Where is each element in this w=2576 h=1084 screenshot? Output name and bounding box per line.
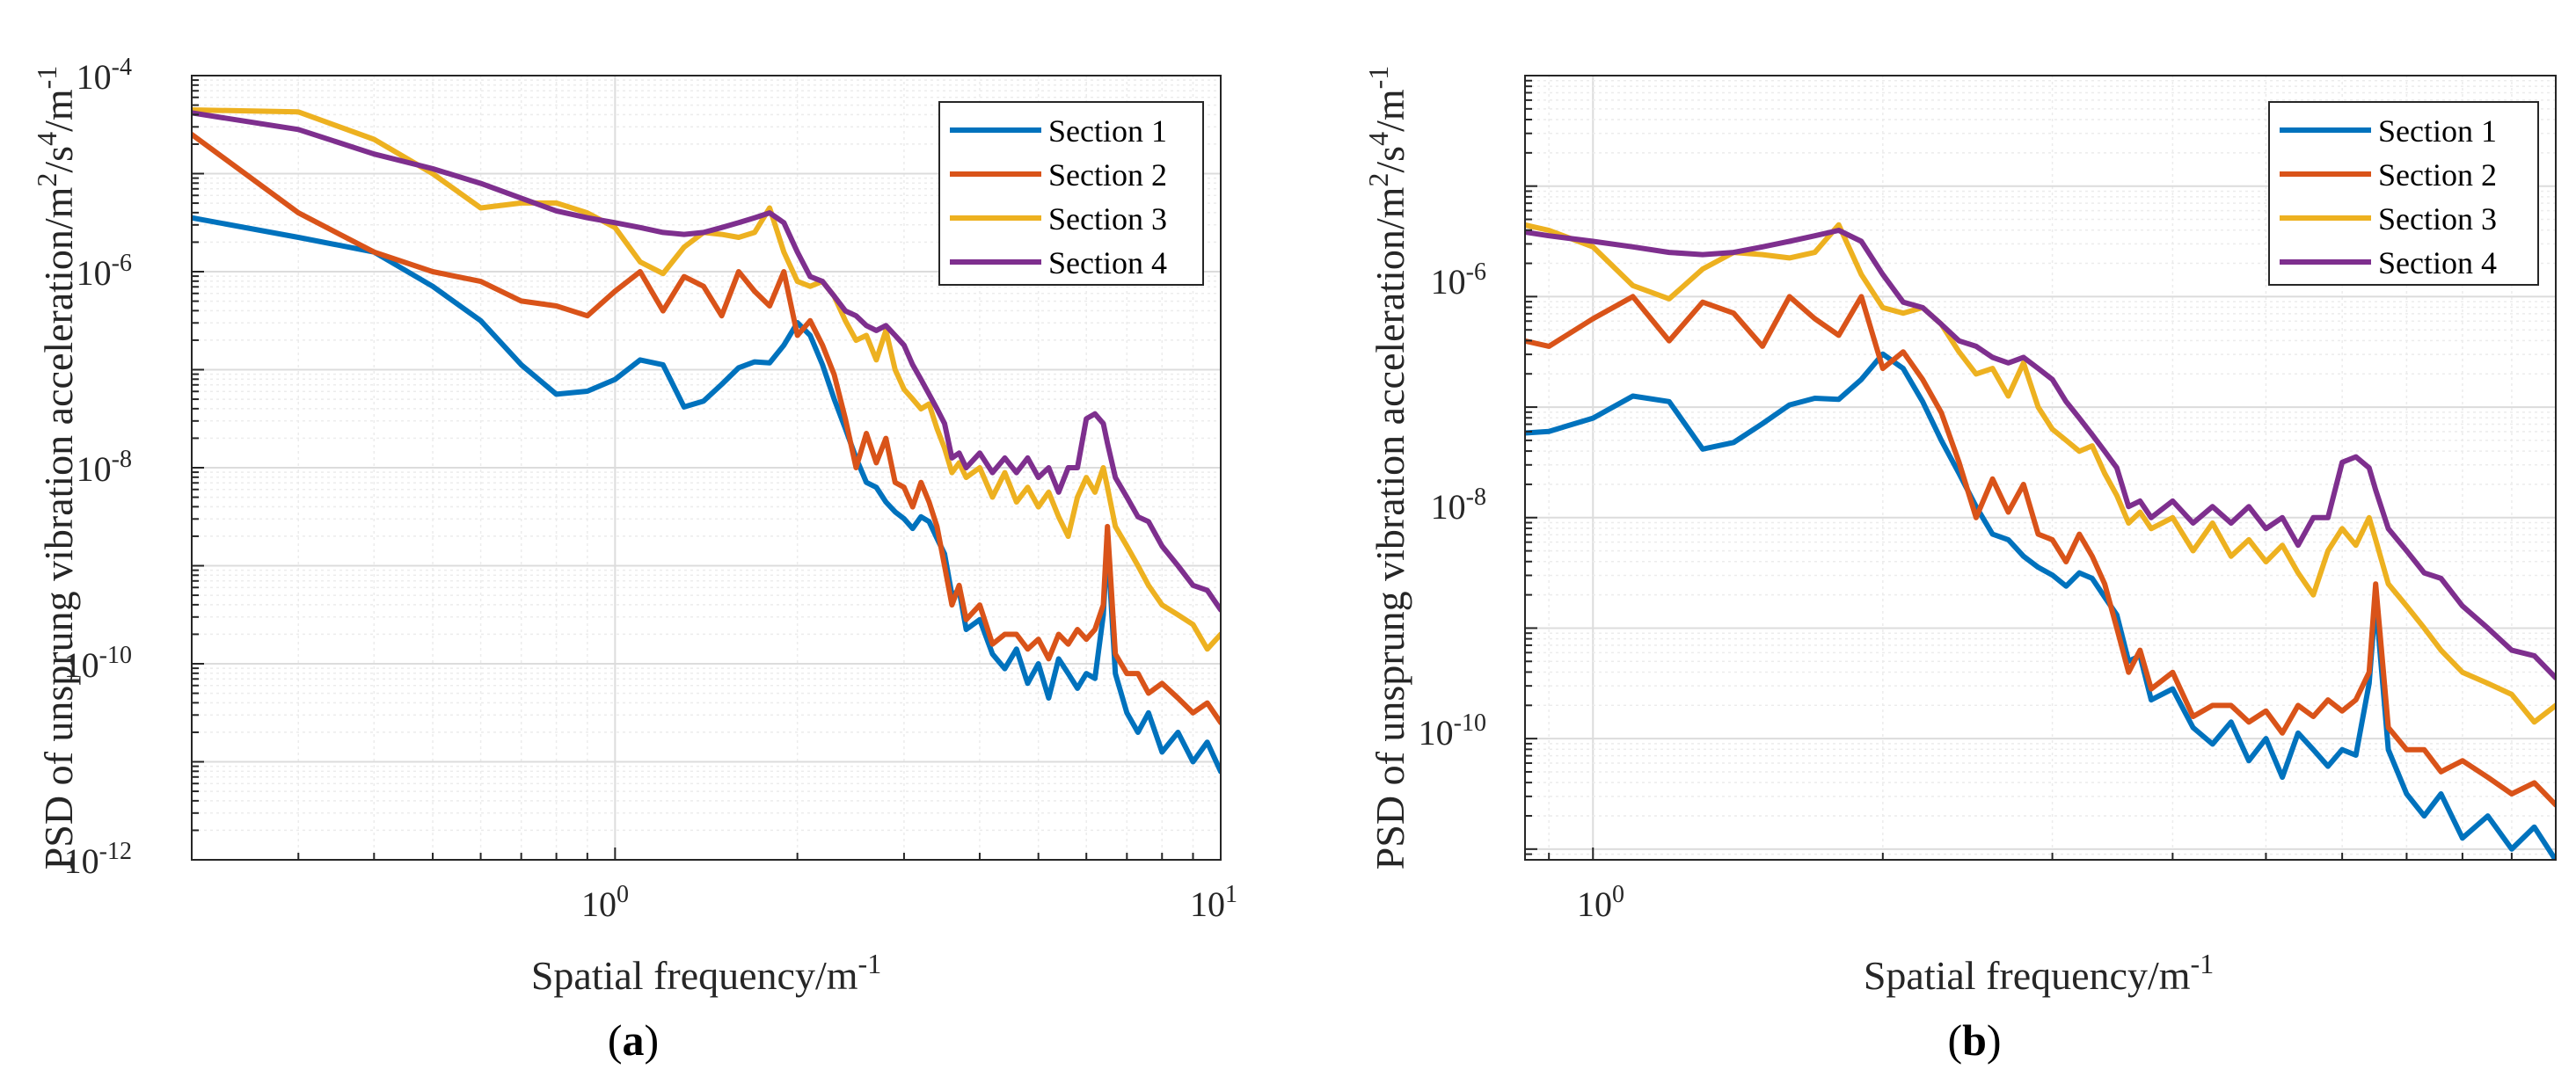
panel-b-legend-label: Section 2	[2378, 157, 2497, 193]
panel-b-ytick-label: 10-6	[1431, 258, 1486, 302]
panel-b-series-line-section-4	[1525, 228, 2556, 680]
panel-b-series-line-section-2	[1525, 294, 2556, 808]
panel-a-series-line-section-3	[192, 107, 1221, 652]
panel-a-x-axis-label: Spatial frequency/m-1	[531, 948, 881, 998]
panel-a-series-lines	[192, 107, 1221, 775]
panel-a-legend-label: Section 3	[1048, 201, 1167, 236]
panel-b-y-axis-label: PSD of unsprung vibration acceleration/m…	[1362, 66, 1412, 870]
panel-a-legend: Section 1 Section 2 Section 3 Section 4	[938, 101, 1204, 286]
panel-b-legend-label: Section 4	[2378, 245, 2497, 280]
panel-a-ytick-label: 10-6	[77, 250, 132, 293]
panel-a-legend-label: Section 1	[1048, 113, 1167, 149]
panel-a-ytick-label: 10-12	[64, 838, 132, 881]
panel-a-caption: (a)	[608, 1015, 659, 1065]
panel-b-legend-label: Section 1	[2378, 113, 2497, 149]
panel-b-legend: Section 1 Section 2 Section 3 Section 4	[2268, 101, 2539, 286]
panel-a-chart: 10-12 10-10 10-8 10-6 10-4 100 101 Spati…	[31, 54, 1237, 1065]
panel-a-tick-marks	[191, 75, 1222, 861]
panel-b-tick-marks	[1525, 75, 2557, 861]
panel-b-series-lines	[1525, 222, 2556, 860]
panel-b-ytick-label: 10-10	[1419, 709, 1486, 753]
panel-b-legend-label: Section 3	[2378, 201, 2497, 236]
panel-a-ytick-label: 10-10	[64, 642, 132, 685]
panel-a-ytick-label: 10-4	[77, 54, 132, 97]
panel-a-series-line-section-2	[192, 131, 1221, 725]
panel-a-xtick-label: 101	[1190, 881, 1237, 924]
panel-b-series-line-section-3	[1525, 222, 2556, 725]
panel-a-series-line-section-4	[192, 110, 1221, 613]
panel-a-legend-label: Section 4	[1048, 245, 1167, 280]
panel-b-axes-box	[1524, 75, 2557, 861]
panel-a-xtick-label: 100	[581, 881, 629, 924]
panel-a-ytick-label: 10-8	[77, 446, 132, 489]
panel-b-xtick-label: 100	[1577, 881, 1624, 924]
panel-b-x-axis-label: Spatial frequency/m-1	[1864, 948, 2214, 998]
panel-b-caption: (b)	[1947, 1015, 2001, 1065]
panel-a-legend-label: Section 2	[1048, 157, 1167, 193]
panel-b-ytick-label: 10-8	[1431, 484, 1486, 527]
panel-b-chart: 10-10 10-8 10-6 100 Spatial frequency/m-…	[1362, 66, 2557, 1065]
panel-a-y-axis-label: PSD of unsprung vibration acceleration/m…	[31, 66, 81, 870]
